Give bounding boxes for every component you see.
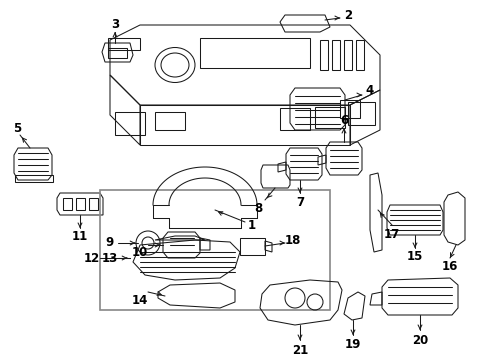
Text: 2: 2 <box>343 9 351 22</box>
Text: 19: 19 <box>344 338 361 351</box>
Text: 4: 4 <box>365 84 373 96</box>
Text: 6: 6 <box>339 113 347 126</box>
Text: 13: 13 <box>102 252 118 265</box>
Text: 3: 3 <box>111 18 119 31</box>
Text: 5: 5 <box>13 122 21 135</box>
Text: 12: 12 <box>84 252 100 265</box>
Text: 16: 16 <box>441 261 457 274</box>
Text: 15: 15 <box>406 251 422 264</box>
Text: 18: 18 <box>284 234 301 247</box>
Text: 9: 9 <box>106 237 114 249</box>
Text: 1: 1 <box>247 219 256 231</box>
Text: 8: 8 <box>253 202 262 215</box>
Text: 17: 17 <box>383 229 399 242</box>
Text: 10: 10 <box>132 247 148 260</box>
Text: 14: 14 <box>132 293 148 306</box>
Text: 20: 20 <box>411 333 427 346</box>
Text: 21: 21 <box>291 343 307 356</box>
Text: 7: 7 <box>295 195 304 208</box>
Text: 11: 11 <box>72 230 88 243</box>
